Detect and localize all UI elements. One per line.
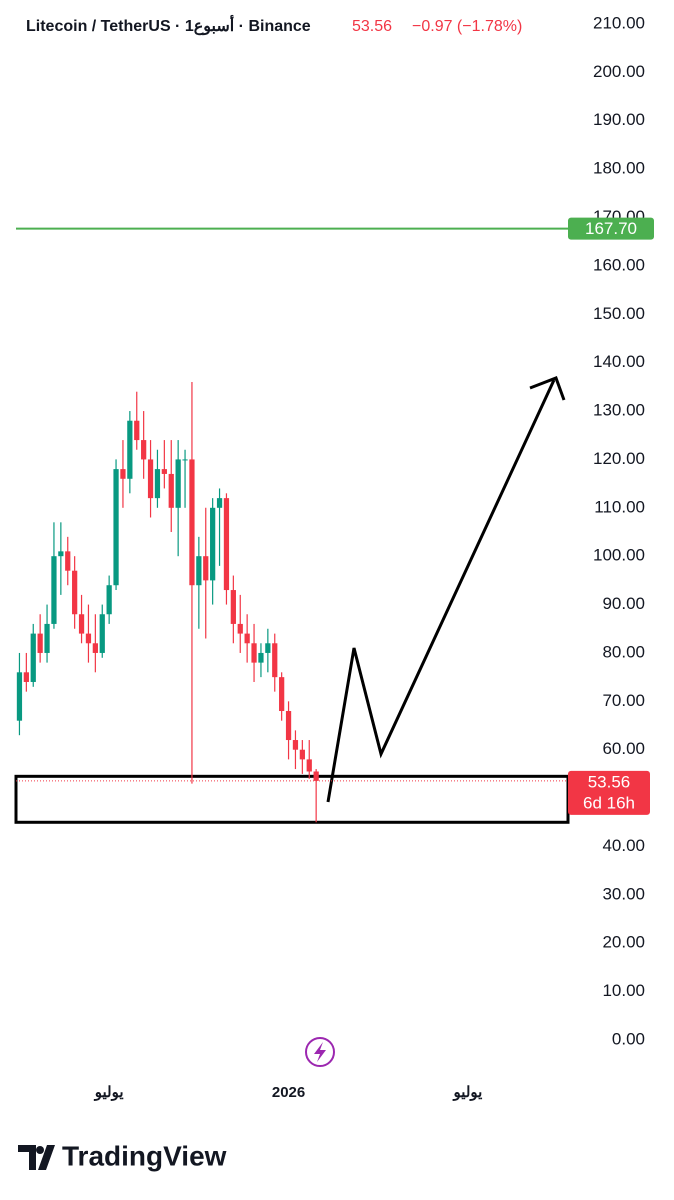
hline-label-box xyxy=(568,217,654,240)
candle-body xyxy=(44,623,50,653)
zone-box xyxy=(14,774,570,824)
candle-body xyxy=(196,556,202,586)
candle-body xyxy=(85,633,92,644)
y-tick-label: 120.00 xyxy=(593,449,645,468)
header-change: −0.97 (−1.78%) xyxy=(412,18,522,35)
y-tick-label: 100.00 xyxy=(593,546,645,565)
last-price-box xyxy=(568,770,650,815)
y-tick-label: 80.00 xyxy=(602,642,645,661)
candle-body xyxy=(299,749,305,760)
y-tick-label: 130.00 xyxy=(593,401,645,420)
candle-body xyxy=(189,459,195,586)
candle-body xyxy=(16,672,23,721)
y-tick-label: 30.00 xyxy=(602,884,645,903)
candle-body xyxy=(127,420,133,479)
candle-body xyxy=(23,672,29,682)
candle-body xyxy=(78,614,85,634)
y-tick-label: 190.00 xyxy=(593,110,645,129)
y-tick-label: 10.00 xyxy=(602,981,645,1000)
candle-body xyxy=(279,677,285,712)
candle-body xyxy=(37,633,43,653)
x-tick-label: 2026 xyxy=(272,1084,305,1101)
candle-body xyxy=(65,551,71,571)
candle-body xyxy=(141,440,147,460)
candle-body xyxy=(99,614,105,653)
candle-body xyxy=(230,590,236,624)
candle-body xyxy=(92,643,98,653)
candle-body xyxy=(113,469,119,586)
candle-body xyxy=(161,469,167,474)
candle-body xyxy=(244,633,250,644)
candle-body xyxy=(265,643,271,653)
y-tick-label: 40.00 xyxy=(602,836,645,855)
y-tick-label: 180.00 xyxy=(593,159,645,178)
candle-body xyxy=(147,459,154,499)
candle-body xyxy=(258,652,264,663)
candle-body xyxy=(72,570,78,615)
drawn-arrow xyxy=(326,379,556,803)
y-tick-label: 200.00 xyxy=(593,62,645,81)
y-tick-label: 210.00 xyxy=(593,13,645,32)
candle-body xyxy=(306,759,312,772)
candle-body xyxy=(292,740,299,750)
candle-body xyxy=(168,473,174,508)
candle-body xyxy=(182,459,188,461)
lightning-icon xyxy=(305,1037,335,1067)
y-tick-label: 160.00 xyxy=(593,255,645,274)
candle-body xyxy=(154,469,161,499)
arrow-head xyxy=(529,376,566,401)
candle-body xyxy=(120,469,126,479)
candle-body xyxy=(251,643,257,663)
brand-name: TradingView xyxy=(62,1140,227,1171)
hline-label: 167.70 xyxy=(585,219,637,238)
candle-body xyxy=(272,643,278,678)
y-tick-label: 140.00 xyxy=(593,352,645,371)
candle-body xyxy=(51,556,57,624)
y-tick-label: 20.00 xyxy=(602,933,645,952)
candle-body xyxy=(58,551,64,557)
chart-title: Litecoin / TetherUS · 1أسبوع · Binance xyxy=(26,14,311,36)
y-tick-label: 70.00 xyxy=(602,691,645,710)
y-tick-label: 60.00 xyxy=(602,739,645,758)
candle-body xyxy=(216,498,223,508)
header-price: 53.56 xyxy=(352,18,392,35)
candle-body xyxy=(30,633,36,682)
y-tick-label: 90.00 xyxy=(602,594,645,613)
x-tick-label: يوليو xyxy=(94,1084,124,1101)
candle-body xyxy=(223,498,230,591)
y-tick-label: 150.00 xyxy=(593,304,645,323)
candle-body xyxy=(175,459,181,508)
candle-body xyxy=(285,711,292,741)
last-price-label: 53.56 xyxy=(588,772,631,791)
candle-body xyxy=(106,585,112,615)
y-tick-label: 110.00 xyxy=(594,497,645,516)
candle-body xyxy=(210,507,216,581)
x-tick-label: يوليو xyxy=(453,1084,483,1101)
candle-body xyxy=(203,556,209,581)
countdown-label: 6d 16h xyxy=(583,793,635,812)
candle-body xyxy=(313,771,319,781)
candle-body xyxy=(134,420,140,441)
y-tick-label: 0.00 xyxy=(612,1029,645,1048)
candle-body xyxy=(237,623,243,634)
brand-logo xyxy=(18,1145,55,1170)
